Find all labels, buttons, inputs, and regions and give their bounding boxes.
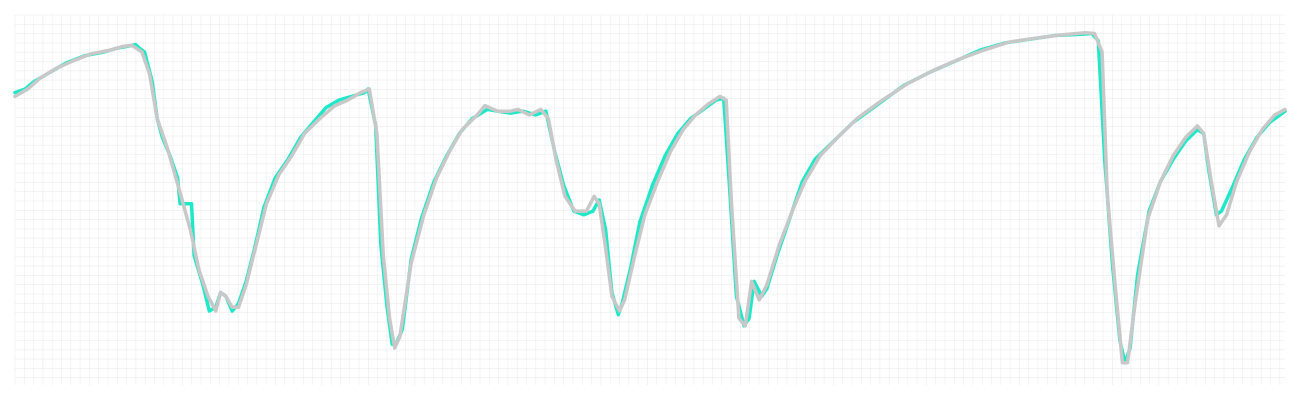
- series-line-2: [13, 31, 1287, 365]
- chart-series-group: [13, 31, 1287, 365]
- chart-grid: [14, 14, 1285, 385]
